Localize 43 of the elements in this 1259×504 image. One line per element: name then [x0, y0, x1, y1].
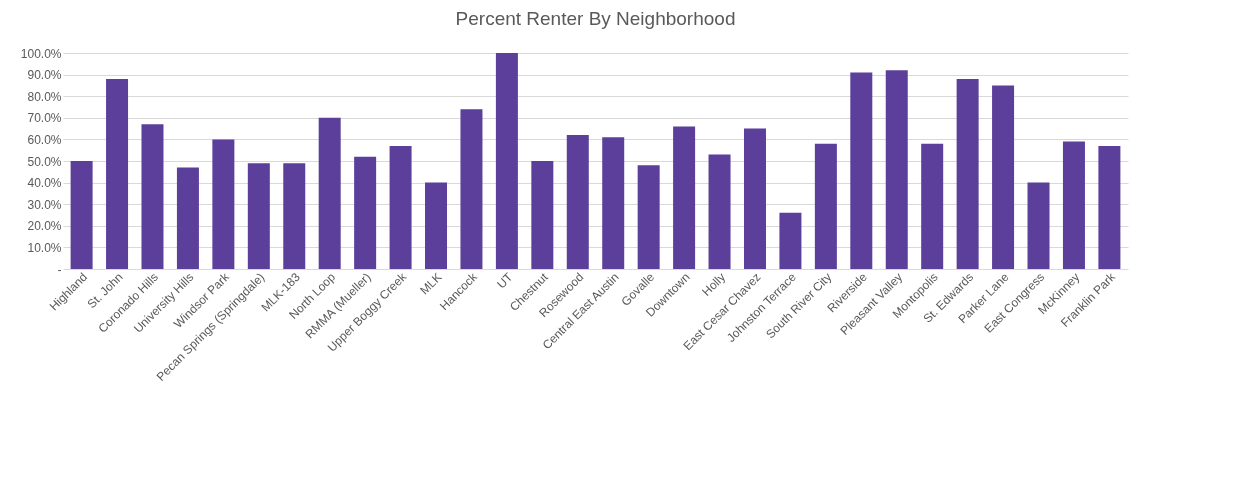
y-tick-label: 80.0% — [27, 89, 62, 104]
bar — [956, 78, 979, 269]
bar — [992, 85, 1015, 269]
bar — [708, 154, 731, 269]
y-tick-label: 40.0% — [27, 176, 62, 191]
bar — [637, 165, 660, 269]
bar — [460, 109, 483, 269]
bar — [389, 145, 412, 269]
bar — [70, 161, 93, 269]
bar — [354, 156, 377, 269]
chart-title: Percent Renter By Neighborhood — [455, 8, 736, 29]
bar — [743, 128, 766, 269]
y-tick-label: 60.0% — [27, 132, 62, 147]
bar — [1027, 182, 1050, 269]
bar — [814, 143, 837, 269]
x-tick-label: UT — [494, 269, 516, 292]
y-tick-label: 30.0% — [27, 197, 62, 212]
y-tick-label: 50.0% — [27, 154, 62, 169]
bar — [318, 117, 341, 269]
bar — [921, 143, 944, 269]
y-tick-label: 20.0% — [27, 219, 62, 234]
y-tick-label: 100.0% — [20, 46, 62, 61]
bar — [212, 139, 235, 269]
y-tick-label: 90.0% — [27, 68, 62, 83]
bar — [141, 124, 164, 269]
bar — [247, 163, 270, 269]
bar — [1098, 145, 1121, 269]
y-tick-label: 10.0% — [27, 240, 62, 255]
y-tick-label: - — [57, 262, 62, 277]
bar — [176, 167, 199, 269]
bar — [283, 163, 306, 269]
bar — [850, 72, 873, 269]
bar — [106, 78, 129, 269]
bar — [566, 135, 589, 269]
bar — [673, 126, 696, 269]
bar — [1062, 141, 1085, 269]
bar — [495, 53, 518, 269]
bar — [425, 182, 448, 269]
bar — [531, 161, 554, 269]
bar — [885, 70, 908, 269]
bar — [779, 212, 802, 269]
bar — [602, 137, 625, 269]
y-tick-label: 70.0% — [27, 111, 62, 126]
